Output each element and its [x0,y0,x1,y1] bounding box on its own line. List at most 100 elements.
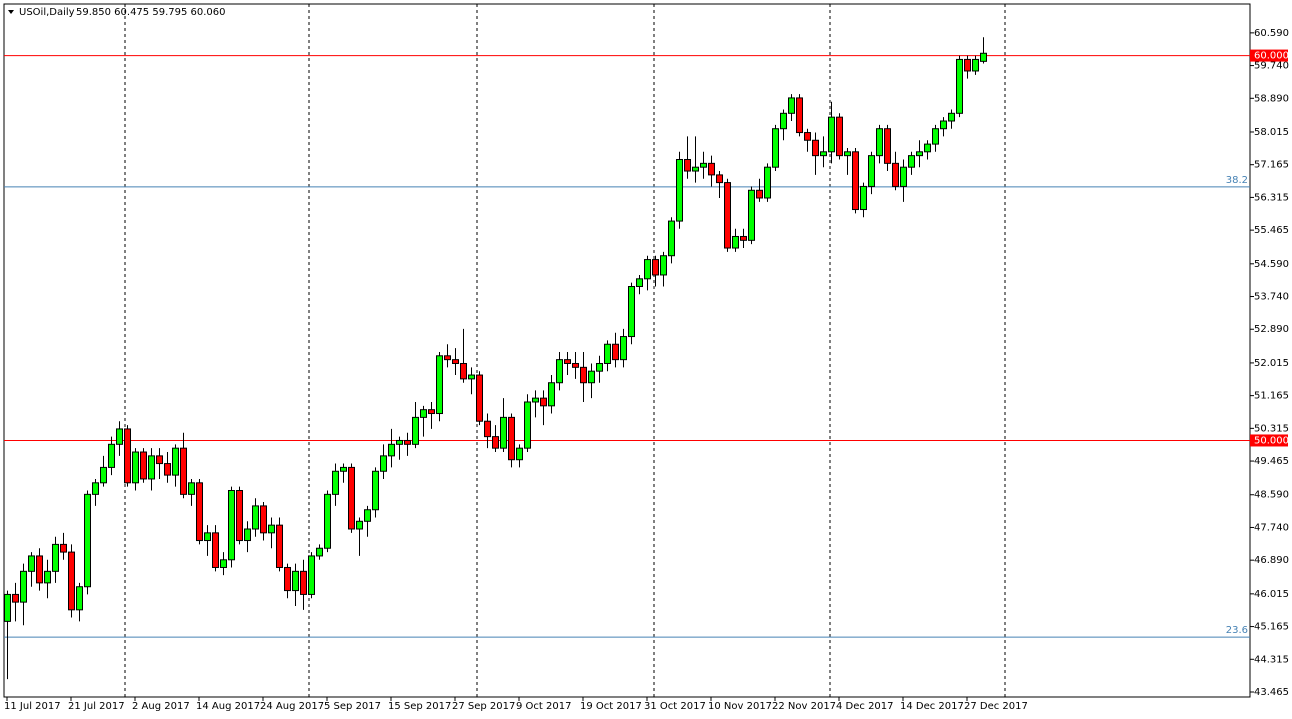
candle-body [860,185,867,211]
candle-body [932,128,939,145]
ohlc-readout: 59.850 60.475 59.795 60.060 [76,7,226,18]
candle-body [884,128,891,164]
candle-body [324,493,331,549]
x-tick-label: 22 Nov 2017 [772,701,836,712]
x-tick-label: 4 Dec 2017 [836,701,894,712]
candle-body [500,416,507,449]
candle-body [172,447,179,476]
candle-body [956,58,963,114]
candle-body [484,420,491,438]
x-tick-label: 11 Jul 2017 [4,701,61,712]
candle-body [852,151,859,211]
y-tick-label: 55.465 [1254,225,1289,236]
candle-body [540,397,547,407]
candle-body [228,490,235,561]
x-tick-label: 9 Oct 2017 [516,701,571,712]
candle-body [844,151,851,157]
y-tick-label: 53.740 [1254,292,1289,303]
candle-body [660,255,667,276]
candle-body [428,409,435,415]
candle-body [124,428,131,484]
candle-body [812,139,819,157]
y-tick-label: 45.165 [1254,622,1289,633]
candle-body [20,570,27,603]
candle-body [372,470,379,511]
candle-body [204,532,211,542]
candle-body [236,490,243,542]
candle-body [140,451,147,480]
x-tick-label: 2 Aug 2017 [132,701,190,712]
candle-body [36,555,43,584]
candle-body [300,570,307,595]
candle-body [292,570,299,592]
candle-body [564,359,571,364]
candle-body [980,52,987,62]
y-tick-label: 50.315 [1254,423,1289,434]
candle-body [476,374,483,422]
candle-body [804,132,811,141]
candle-body [924,143,931,153]
candle-body [756,189,763,199]
candle-body [60,543,67,553]
candle-body [12,593,19,603]
candle-body [420,409,427,418]
candle-body [68,551,75,611]
y-tick-label: 43.465 [1254,687,1289,698]
candle-body [964,58,971,72]
candle-body [308,555,315,595]
candle-body [468,374,475,380]
candle-body [332,470,339,495]
candle-body [780,112,787,130]
candle-body [412,416,419,445]
candle-body [764,166,771,199]
candle-body [196,482,203,542]
candle-body [612,343,619,361]
y-tick-label: 52.890 [1254,324,1289,335]
candle-body [644,259,651,280]
candle-body [716,174,723,184]
candle-body [972,58,979,72]
y-tick-label: 44.315 [1254,654,1289,665]
x-tick-label: 14 Aug 2017 [196,701,260,712]
y-tick-label: 46.890 [1254,555,1289,566]
candle-body [724,182,731,249]
candle-body [788,97,795,114]
price-level-label: 50.000 [1254,435,1289,446]
candle-body [52,543,59,572]
candle-body [940,120,947,130]
y-tick-label: 57.165 [1254,160,1289,171]
symbol: USOil,Daily [19,7,75,18]
candle-body [532,397,539,403]
y-tick-label: 58.015 [1254,127,1289,138]
y-tick-label: 60.590 [1254,28,1289,39]
x-tick-label: 27 Sep 2017 [452,701,515,712]
candle-body [708,162,715,176]
candle-body [76,586,83,611]
menu-arrow[interactable] [8,10,14,14]
candle-body [748,189,755,241]
candle-body [452,359,459,364]
candle-body [876,128,883,157]
x-tick-label: 19 Oct 2017 [580,701,642,712]
y-tick-label: 59.740 [1254,61,1289,72]
candle-body [796,97,803,134]
candle-body [260,505,267,534]
x-tick-label: 31 Oct 2017 [644,701,706,712]
candle-body [132,451,139,484]
candle-body [28,555,35,572]
fib-level-label: 38.2 [1226,175,1248,186]
candle-body [628,286,635,338]
candle-body [868,155,875,187]
y-tick-label: 52.015 [1254,358,1289,369]
candle-body [508,416,515,461]
candle-body [212,532,219,568]
x-tick-label: 10 Nov 2017 [708,701,772,712]
candle-body [252,505,259,530]
candle-body [316,547,323,557]
candle-body [180,447,187,495]
candle-body [636,278,643,288]
candle-body [620,336,627,361]
candle-body [588,370,595,384]
